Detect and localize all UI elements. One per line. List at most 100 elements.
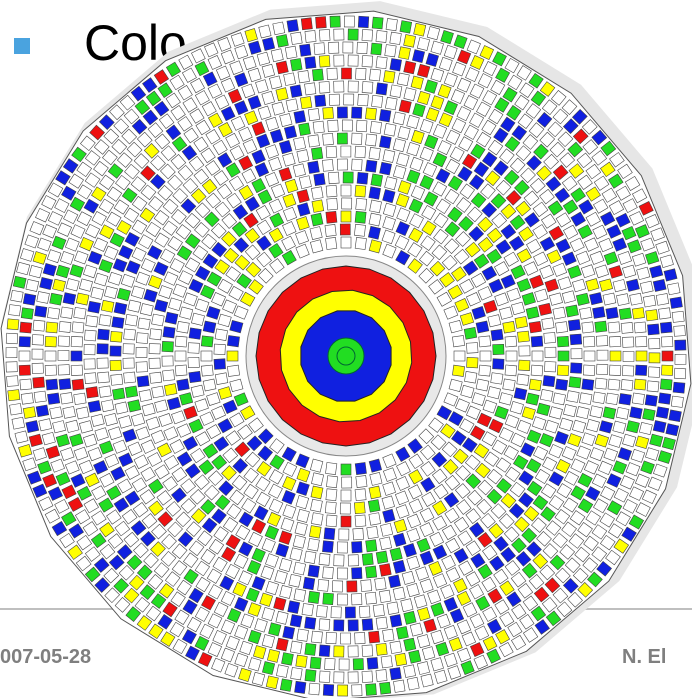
module bbox=[59, 379, 71, 390]
module bbox=[476, 379, 489, 391]
module bbox=[579, 393, 592, 405]
module bbox=[343, 42, 353, 53]
module bbox=[124, 329, 136, 340]
module bbox=[634, 379, 646, 390]
module bbox=[355, 632, 366, 643]
module bbox=[380, 682, 391, 694]
module bbox=[162, 356, 173, 366]
module bbox=[59, 321, 71, 332]
module bbox=[308, 135, 320, 147]
module bbox=[214, 344, 226, 355]
module bbox=[267, 649, 279, 662]
module bbox=[404, 88, 416, 101]
module bbox=[84, 359, 95, 369]
module bbox=[570, 334, 582, 345]
module bbox=[526, 307, 539, 319]
module bbox=[385, 97, 397, 110]
module bbox=[334, 555, 344, 566]
module bbox=[659, 308, 671, 319]
module bbox=[337, 159, 347, 170]
module bbox=[401, 599, 413, 612]
module bbox=[76, 293, 89, 305]
module bbox=[327, 68, 338, 79]
module bbox=[675, 354, 686, 364]
module bbox=[368, 226, 380, 239]
module bbox=[369, 187, 381, 200]
module bbox=[659, 393, 671, 404]
module bbox=[390, 58, 402, 71]
module bbox=[8, 390, 20, 401]
module bbox=[323, 567, 334, 579]
module bbox=[125, 314, 137, 326]
module bbox=[84, 330, 96, 341]
module bbox=[136, 347, 147, 357]
module bbox=[36, 405, 49, 417]
module bbox=[63, 293, 76, 305]
module bbox=[165, 312, 178, 324]
module bbox=[596, 336, 608, 347]
module bbox=[386, 19, 397, 31]
module bbox=[404, 611, 416, 624]
module bbox=[379, 136, 391, 149]
module bbox=[339, 529, 349, 540]
module bbox=[201, 336, 213, 347]
module bbox=[20, 322, 32, 333]
module bbox=[341, 237, 351, 248]
module bbox=[53, 421, 66, 433]
module bbox=[110, 360, 121, 370]
module bbox=[493, 344, 504, 354]
module bbox=[362, 671, 373, 683]
module bbox=[149, 358, 160, 368]
module bbox=[505, 336, 517, 347]
module bbox=[464, 371, 477, 383]
module bbox=[348, 672, 358, 683]
module bbox=[287, 20, 299, 32]
module bbox=[557, 336, 569, 347]
module bbox=[362, 81, 373, 93]
module bbox=[367, 526, 379, 538]
module bbox=[53, 279, 66, 291]
module bbox=[390, 32, 402, 44]
module bbox=[276, 34, 288, 47]
module bbox=[334, 29, 344, 40]
module bbox=[393, 112, 405, 125]
module bbox=[284, 73, 296, 86]
module bbox=[23, 407, 36, 419]
module bbox=[327, 198, 338, 210]
module bbox=[286, 99, 298, 112]
module bbox=[290, 58, 302, 71]
module bbox=[653, 279, 666, 291]
module bbox=[376, 57, 387, 69]
module bbox=[308, 591, 319, 603]
module bbox=[191, 313, 204, 325]
module bbox=[32, 349, 43, 359]
module bbox=[369, 631, 380, 643]
module bbox=[11, 290, 24, 302]
module bbox=[319, 619, 330, 631]
module bbox=[622, 366, 634, 377]
module bbox=[299, 123, 311, 136]
module bbox=[74, 307, 86, 319]
module bbox=[326, 489, 337, 501]
module bbox=[340, 503, 350, 514]
module bbox=[334, 81, 344, 92]
module bbox=[101, 300, 114, 312]
module bbox=[366, 134, 377, 146]
module bbox=[634, 322, 646, 333]
module bbox=[366, 566, 377, 578]
module bbox=[622, 337, 633, 348]
module bbox=[298, 70, 310, 82]
module bbox=[175, 351, 186, 361]
module bbox=[6, 333, 18, 344]
module bbox=[649, 353, 660, 363]
module bbox=[308, 109, 319, 121]
module bbox=[348, 29, 358, 40]
module bbox=[326, 476, 337, 488]
module bbox=[123, 344, 134, 354]
module bbox=[203, 321, 216, 333]
module bbox=[21, 308, 33, 319]
module bbox=[311, 513, 323, 526]
module bbox=[632, 393, 644, 404]
module bbox=[383, 150, 395, 163]
module bbox=[661, 337, 672, 347]
